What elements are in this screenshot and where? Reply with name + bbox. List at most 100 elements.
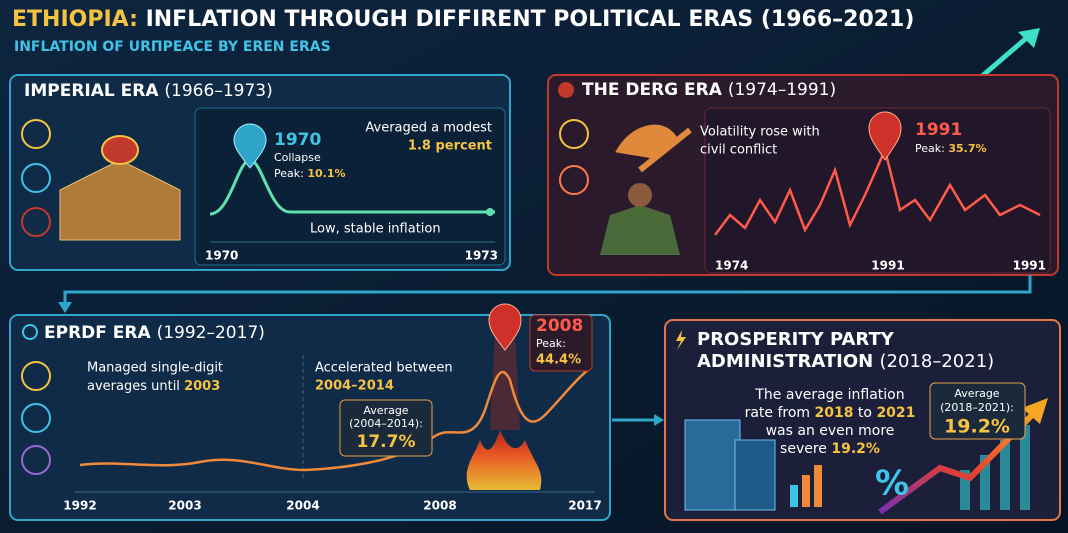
icon: [21, 163, 51, 193]
title-text: INFLATION THROUGH DIFFIRENT POLITICAL ER…: [146, 7, 915, 32]
era-name: THE DERG ERA: [582, 80, 723, 100]
early-note: averages until 2003: [87, 379, 220, 394]
peak-label: Peak: 35.7%: [915, 142, 987, 155]
connector-head: [654, 414, 664, 426]
era-years: (1966–1973): [164, 81, 272, 101]
peak-prefix: Peak:: [915, 142, 945, 155]
decor-bar: [980, 455, 990, 510]
imperial-chart-box: [194, 107, 506, 266]
line-note: Low, stable inflation: [310, 222, 441, 237]
early-note-text: averages until: [87, 379, 180, 394]
average-period: (2018–2021):: [940, 401, 1014, 414]
peak-value: 44.4%: [536, 353, 581, 368]
early-note-year: 2003: [184, 379, 220, 394]
decor-bar: [802, 475, 810, 507]
peak-note: Collapse: [274, 151, 321, 164]
icon: [559, 165, 589, 195]
average-note: Averaged a modest: [365, 121, 492, 136]
derg-note: civil conflict: [700, 143, 777, 158]
peak-value: 35.7%: [948, 142, 986, 155]
axis-label: 1991: [871, 259, 904, 273]
late-note-years: 2004–2014: [315, 379, 394, 394]
rising-arrowhead: [1022, 398, 1048, 424]
axis-label: 2008: [423, 499, 456, 513]
peak-value: 10.1%: [307, 167, 345, 180]
note-text: to: [858, 405, 872, 421]
imperial-heading: IMPERIAL ERA (1966–1973): [24, 81, 273, 101]
connector-head: [58, 302, 72, 313]
icon: [21, 361, 51, 391]
average-value: 1.8 percent: [408, 139, 492, 154]
prosperity-note: The average inflation: [754, 387, 904, 403]
eprdf-panel: [9, 314, 611, 521]
peak-year: 1991: [915, 120, 962, 140]
derg-note: Volatility rose with: [700, 125, 820, 140]
rising-arrow: [878, 409, 1038, 515]
average-badge: [929, 382, 1026, 440]
peak-prefix: Peak:: [274, 167, 304, 180]
icon: [21, 207, 51, 237]
icon: [21, 119, 51, 149]
peak-label: Peak:: [536, 337, 566, 350]
prosperity-note: rate from 2018 to 2021: [745, 405, 916, 421]
soldier: [600, 205, 680, 255]
era-name: IMPERIAL ERA: [24, 81, 159, 101]
decor-bar: [960, 470, 970, 510]
axis-label: 2004: [286, 499, 319, 513]
axis-label: 1992: [63, 499, 96, 513]
icon: [21, 403, 51, 433]
prosperity-note: was an even more: [766, 423, 895, 439]
axis-label: 1974: [715, 259, 748, 273]
prosperity-note: severe 19.2%: [780, 441, 880, 457]
derg-heading: THE DERG ERA (1974–1991): [582, 80, 836, 100]
note-text: rate from: [745, 405, 810, 421]
note-year: 2018: [815, 405, 854, 421]
soldier-head: [628, 183, 652, 207]
average-label: Average: [363, 404, 408, 417]
average-badge: [339, 399, 433, 457]
peak-label: Peak: 10.1%: [274, 167, 346, 180]
note-value: 19.2%: [831, 441, 880, 457]
decor-bar: [790, 485, 798, 507]
decor-bar: [814, 465, 822, 507]
derg-line: [714, 146, 1041, 236]
hammer-sickle: [615, 124, 692, 173]
average-label: Average: [954, 387, 999, 400]
axis-label: 2003: [168, 499, 201, 513]
eprdf-line: [79, 369, 589, 472]
axis-label: 1991: [1013, 259, 1046, 273]
icon: [559, 119, 589, 149]
building: [684, 419, 741, 511]
crown-icon: [101, 135, 139, 165]
peak-pin: [233, 123, 267, 169]
peak-beam: [490, 330, 520, 430]
prosperity-heading: PROSPERITY PARTY: [697, 329, 895, 350]
decor-bar: [1020, 425, 1030, 510]
era-name: EPRDF ERA: [44, 323, 152, 343]
derg-chart-box: [704, 107, 1051, 274]
flames: [466, 430, 542, 490]
note-text: severe: [780, 441, 827, 457]
eprdf-heading: EPRDF ERA (1992–2017): [44, 323, 265, 343]
late-note: Accelerated between: [315, 361, 453, 376]
early-note: Managed single-digit: [87, 361, 223, 376]
peak-year: 2008: [536, 316, 583, 336]
axis-label: 1970: [205, 249, 238, 263]
building: [734, 439, 776, 511]
axis-label: 2017: [568, 499, 601, 513]
era-emblem: [22, 324, 38, 340]
bolt-icon: [676, 330, 686, 350]
peak-year: 1970: [274, 130, 321, 150]
era-years: (1974–1991): [728, 80, 836, 100]
average-value: 19.2%: [944, 416, 1010, 438]
palace-icon: [59, 159, 181, 241]
connector: [63, 275, 1032, 308]
peak-pin: [868, 111, 902, 161]
icon: [21, 445, 51, 475]
title: ETHIOPIA: INFLATION THROUGH DIFFIRENT PO…: [12, 7, 914, 32]
note-year: 2021: [876, 405, 915, 421]
average-value: 17.7%: [357, 432, 416, 452]
percent-symbol: %: [875, 464, 909, 504]
prosperity-heading: ADMINISTRATION (2018–2021): [697, 351, 994, 372]
